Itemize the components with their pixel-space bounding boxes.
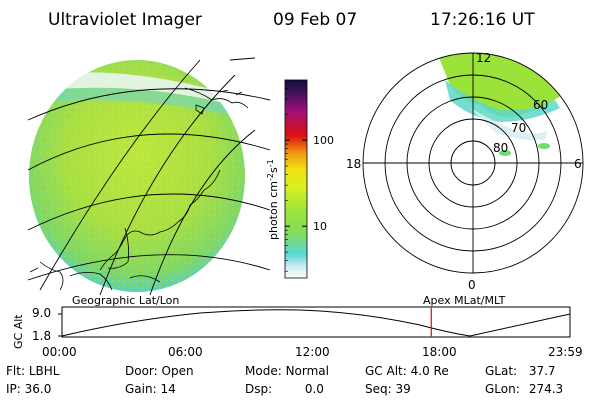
geo-map-label: Geographic Lat/Lon — [72, 294, 179, 307]
ip-value: 36.0 — [24, 382, 52, 396]
status-flt: Flt: LBHL — [6, 364, 59, 378]
seq-value: 39 — [395, 382, 411, 396]
mlt-label-18: 18 — [346, 157, 361, 171]
colorbar-tick-label-100: 100 — [313, 134, 334, 147]
dsp-value: 0.0 — [304, 382, 324, 396]
altitude-ytick-max: 9.0 — [32, 306, 51, 320]
status-ip: IP: 36.0 — [6, 382, 51, 396]
altitude-xtick-2: 12:00 — [295, 345, 330, 359]
gain-value: 14 — [160, 382, 176, 396]
mlt-label-6: 6 — [574, 157, 582, 171]
glat-value: 37.7 — [528, 364, 556, 378]
status-door: Door: Open — [125, 364, 194, 378]
status-gcalt: GC Alt: 4.0 Re — [365, 364, 449, 378]
geographic-image — [27, 57, 271, 296]
flt-value: LBHL — [28, 364, 60, 378]
ip-label: IP: — [6, 382, 21, 396]
status-glat: GLat: 37.7 — [485, 364, 556, 378]
polar-plot: 12 6 0 18 60 70 80 — [346, 51, 584, 292]
instrument-title: Ultraviolet Imager — [48, 10, 202, 30]
gcalt-value: 4.0 Re — [410, 364, 449, 378]
door-value: Open — [161, 364, 194, 378]
gcalt-label: GC Alt: — [365, 364, 407, 378]
mode-value: Normal — [285, 364, 329, 378]
dsp-label: Dsp: — [245, 382, 273, 396]
flt-label: Flt: — [6, 364, 25, 378]
status-dsp: Dsp: 0.0 — [245, 382, 324, 396]
altitude-curve — [61, 309, 571, 337]
glon-value: 274.3 — [528, 382, 564, 396]
altitude-xtick-3: 18:00 — [422, 345, 457, 359]
altitude-xtick-0: 00:00 — [42, 345, 77, 359]
geo-coastlines — [29, 87, 249, 291]
status-glon: GLon: 274.3 — [485, 382, 563, 396]
date-label: 09 Feb 07 — [273, 10, 357, 30]
time-label: 17:26:16 UT — [430, 10, 535, 30]
door-label: Door: — [125, 364, 158, 378]
colorbar-tick-label-10: 10 — [313, 220, 327, 233]
seq-label: Seq: — [365, 382, 392, 396]
colorbar: 100 10 photon cm-2s-1 — [266, 79, 334, 279]
status-mode: Mode: Normal — [245, 364, 329, 378]
mlt-label-12: 12 — [476, 51, 491, 65]
mlt-label-0: 0 — [468, 278, 476, 292]
mode-label: Mode: — [245, 364, 282, 378]
gain-label: Gain: — [125, 382, 157, 396]
mlat-label-80: 80 — [493, 141, 508, 155]
polar-map-label: Apex MLat/MLT — [423, 294, 506, 307]
colorbar-unit-label: photon cm-2s-1 — [266, 159, 280, 240]
altitude-ytick-min: 1.8 — [32, 329, 51, 343]
glat-label: GLat: — [485, 364, 518, 378]
mlat-label-70: 70 — [511, 121, 526, 135]
altitude-ylabel: GC Alt — [12, 314, 25, 349]
altitude-xtick-1: 06:00 — [168, 345, 203, 359]
status-gain: Gain: 14 — [125, 382, 176, 396]
mlat-label-60: 60 — [533, 98, 548, 112]
status-seq: Seq: 39 — [365, 382, 411, 396]
altitude-plot: GC Alt 9.0 1.8 00:00 06:00 12:00 18:00 2… — [12, 306, 583, 359]
altitude-plot-frame — [61, 306, 571, 338]
geo-grid — [27, 57, 271, 296]
glon-label: GLon: — [485, 382, 520, 396]
altitude-xtick-4: 23:59 — [548, 345, 583, 359]
